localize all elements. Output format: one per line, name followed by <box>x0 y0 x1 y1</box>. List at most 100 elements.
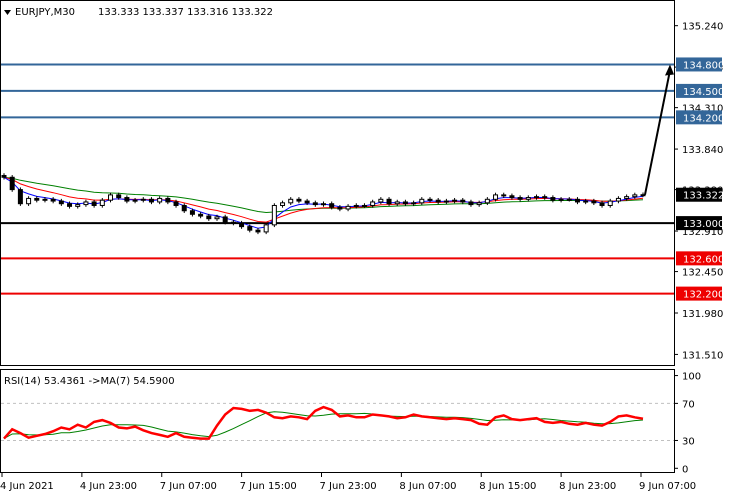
candle-body <box>583 200 589 203</box>
candle-body <box>599 202 605 206</box>
price-tick-label: 132.450 <box>682 268 723 279</box>
candle-body <box>501 194 507 197</box>
forecast-arrow-head <box>665 64 674 76</box>
candle-body <box>394 201 400 205</box>
candle-body <box>1 175 7 178</box>
time-tick-label: 8 Jun 07:00 <box>399 481 456 492</box>
candle-body <box>632 194 638 198</box>
candle-body <box>443 200 449 203</box>
price-tick-label: 132.910 <box>682 227 723 238</box>
candle-body <box>247 226 253 231</box>
candle-body <box>222 216 228 223</box>
candle-body <box>370 201 376 206</box>
rsi-tick-label: 30 <box>682 436 695 447</box>
candle-body <box>542 196 548 199</box>
candle-body <box>271 204 277 226</box>
candle-body <box>419 198 425 204</box>
level-tag <box>676 110 722 125</box>
candle-body <box>304 200 310 204</box>
level-tag-label: 132.600 <box>683 254 724 265</box>
price-panel[interactable] <box>0 0 675 366</box>
level-tag <box>676 57 722 72</box>
candle-body <box>574 198 580 203</box>
candle-body <box>9 176 15 191</box>
candle-body <box>255 229 261 233</box>
candle-body <box>386 198 392 205</box>
level-tag-label: 133.000 <box>683 219 724 230</box>
candle-body <box>173 201 179 206</box>
candle-body <box>58 200 64 205</box>
candle-body <box>615 197 621 202</box>
time-axis: 4 Jun 2021 4 Jun 23:00 7 Jun 07:00 7 Jun 15… <box>0 472 696 492</box>
candle-body <box>42 198 48 201</box>
candlesticks <box>1 173 646 235</box>
time-tick-label: 7 Jun 23:00 <box>320 481 377 492</box>
candle-body <box>91 201 97 206</box>
time-tick-label: 8 Jun 15:00 <box>479 481 536 492</box>
candle-body <box>157 197 163 203</box>
candle-body <box>67 203 73 207</box>
level-tag-label: 134.200 <box>683 113 724 124</box>
candle-body <box>17 189 23 205</box>
candle-body <box>83 201 89 206</box>
candle-body <box>99 199 105 206</box>
forecast-arrow-line[interactable] <box>644 70 671 195</box>
candle-body <box>484 198 490 204</box>
price-tick-label: 131.510 <box>682 350 723 361</box>
candle-body <box>108 194 113 201</box>
candle-body <box>558 198 564 201</box>
current-price-tag <box>676 187 722 202</box>
collapse-triangle-icon[interactable] <box>4 10 11 15</box>
candle-body <box>566 198 572 201</box>
candle-body <box>329 203 335 208</box>
time-tick-label: 7 Jun 07:00 <box>160 481 217 492</box>
candle-body <box>206 215 212 220</box>
candle-body <box>214 216 220 220</box>
time-tick-label: 7 Jun 15:00 <box>240 481 297 492</box>
candle-body <box>345 205 351 210</box>
candle-body <box>116 194 122 199</box>
price-tick-label: 131.980 <box>682 309 723 320</box>
candle-body <box>239 222 245 228</box>
candle-body <box>427 198 433 201</box>
candle-body <box>435 199 441 203</box>
candle-body <box>296 198 302 202</box>
level-tag-label: 132.200 <box>683 290 724 301</box>
forecast-arrow[interactable] <box>644 64 674 195</box>
rsi-line <box>3 405 644 440</box>
price-tick-label: 133.840 <box>682 145 723 156</box>
candle-body <box>148 198 154 203</box>
candle-body <box>411 202 417 205</box>
candle-body <box>321 203 326 206</box>
level-price-tags: 134.800 134.500 134.200 133.000 132.600 132.2… <box>676 57 724 301</box>
time-tick-label: 8 Jun 23:00 <box>559 481 616 492</box>
candle-body <box>75 204 81 207</box>
current-price-label: 133.322 <box>683 191 724 202</box>
candle-body <box>550 197 556 201</box>
time-tick-label: 4 Jun 23:00 <box>80 481 137 492</box>
symbol-label: EURJPY,M30 <box>15 7 75 18</box>
candle-body <box>534 196 539 199</box>
rsi-axis: 100 70 30 0 <box>674 372 701 475</box>
candle-body <box>198 213 204 217</box>
candle-body <box>165 197 171 203</box>
candle-body <box>525 197 531 200</box>
candle-body <box>132 199 138 202</box>
candle-body <box>124 197 130 202</box>
price-tick-label: 134.310 <box>682 104 723 115</box>
candle-body <box>353 204 359 207</box>
candle-body <box>493 194 499 200</box>
candle-body <box>230 221 236 224</box>
candle-body <box>288 198 294 204</box>
horizontal-levels[interactable] <box>1 63 674 295</box>
level-tag-label: 134.500 <box>683 87 724 98</box>
candle-body <box>34 197 40 201</box>
level-tag <box>676 83 722 98</box>
time-tick-label: 9 Jun 07:00 <box>639 481 696 492</box>
candle-body <box>337 206 343 210</box>
candle-body <box>402 201 408 205</box>
candle-body <box>26 197 32 205</box>
candle-body <box>460 199 466 203</box>
candle-body <box>509 195 515 199</box>
